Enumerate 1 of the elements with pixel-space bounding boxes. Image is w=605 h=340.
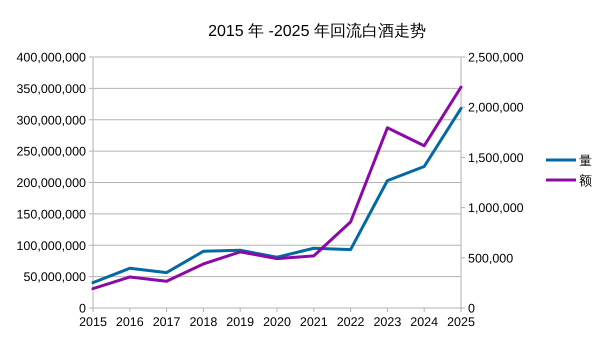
title: 2015 年 -2025 年回流白酒走势 [208, 23, 426, 40]
